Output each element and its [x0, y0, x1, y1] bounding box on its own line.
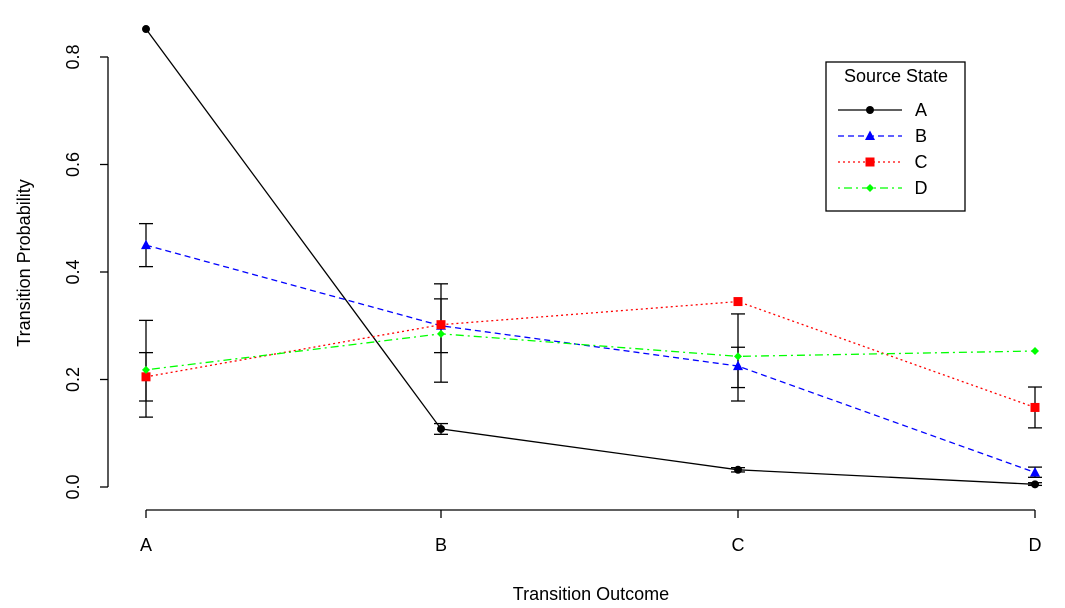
y-tick-label: 0.2 — [63, 367, 83, 392]
data-point-b — [141, 239, 151, 250]
data-point-c — [733, 297, 743, 307]
legend-marker-a — [866, 106, 874, 114]
x-axis-label: Transition Outcome — [513, 584, 669, 604]
legend-label-a: A — [915, 100, 927, 120]
x-tick-label: A — [140, 535, 152, 555]
data-point-a — [142, 25, 150, 34]
x-tick-label: D — [1029, 535, 1042, 555]
y-tick-label: 0.0 — [63, 474, 83, 499]
legend-marker-d — [866, 184, 874, 192]
data-point-d — [1031, 347, 1039, 356]
data-point-b — [1030, 466, 1040, 477]
y-axis-label: Transition Probability — [14, 179, 34, 346]
series-line-d — [145, 333, 1036, 371]
data-point-a — [1031, 480, 1039, 489]
legend-title: Source State — [844, 66, 948, 86]
y-tick-label: 0.4 — [63, 259, 83, 284]
legend-label-b: B — [915, 126, 927, 146]
series-markers — [141, 25, 1040, 489]
legend-label-d: D — [915, 178, 928, 198]
data-point-a — [437, 424, 445, 433]
legend-marker-c — [865, 157, 875, 167]
series-lines — [145, 28, 1036, 485]
data-point-c — [141, 372, 151, 382]
data-point-d — [437, 329, 445, 338]
y-tick-label: 0.8 — [63, 44, 83, 69]
x-tick-label: B — [435, 535, 447, 555]
y-tick-label: 0.6 — [63, 152, 83, 177]
data-point-d — [142, 365, 150, 374]
data-point-d — [734, 352, 742, 361]
legend-marker-b — [865, 130, 875, 140]
series-line-b — [145, 244, 1036, 474]
axes: 0.00.20.40.60.8A B C D — [63, 44, 1042, 555]
x-tick-label: C — [732, 535, 745, 555]
legend-label-c: C — [915, 152, 928, 172]
series-line-a — [145, 28, 1036, 485]
data-point-c — [436, 320, 446, 330]
data-point-b — [733, 360, 743, 371]
data-point-c — [1030, 402, 1040, 412]
series-line-c — [145, 300, 1036, 409]
data-point-a — [734, 465, 742, 474]
